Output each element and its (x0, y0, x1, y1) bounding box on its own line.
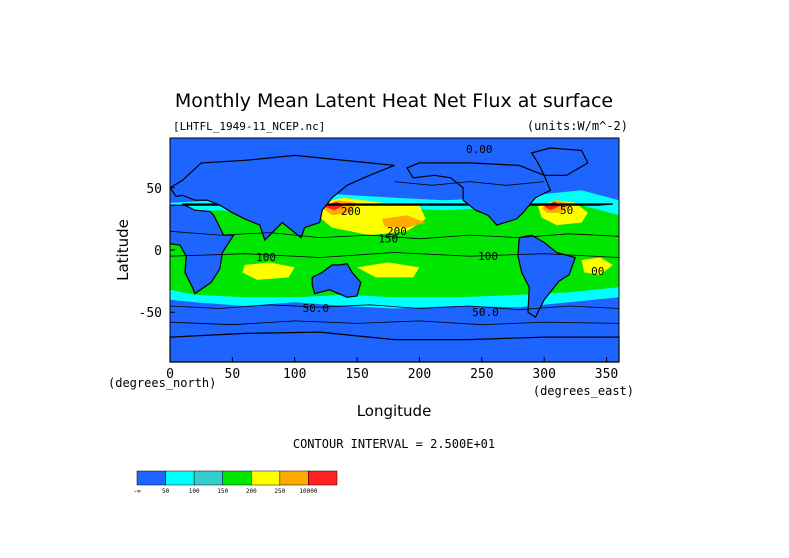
x-unit-label: (degrees_east) (533, 384, 634, 398)
contour-label: 150 (378, 233, 398, 246)
colorbar-tick-label: 50 (162, 488, 170, 495)
x-tick-label: 150 (345, 367, 368, 382)
contour-label: 100 (478, 250, 498, 263)
y-tick-label: 0 (154, 244, 162, 259)
y-tick-label: 50 (146, 182, 162, 197)
contour-label: 50.0 (303, 302, 330, 315)
contour-label: 100 (256, 251, 276, 264)
x-tick-label: 50 (225, 367, 241, 382)
contour-line (169, 230, 620, 240)
chart-title: Monthly Mean Latent Heat Net Flux at sur… (175, 90, 613, 112)
colorbar-swatch (279, 470, 309, 486)
colorbar: -∞ 50 100 150 200 250 10000 (133, 470, 338, 495)
colorbar-swatch (165, 470, 195, 486)
colorbar-swatch (222, 470, 252, 486)
x-tick-label: 200 (408, 367, 431, 382)
contour-line (169, 304, 620, 311)
units-label: (units:W/m^-2) (527, 119, 628, 133)
x-tick-label: 0 (166, 367, 174, 382)
colorbar-tick-label: -∞ (133, 488, 141, 495)
contour-label: 50.0 (472, 306, 499, 319)
colorbar-tick-label: 100 (189, 488, 200, 495)
colorbar-tick-label: 200 (246, 488, 257, 495)
contour-label: 50 (560, 204, 573, 217)
flux-map (169, 137, 620, 363)
y-unit-label: (degrees_north) (108, 376, 216, 390)
continent-australia (311, 263, 362, 298)
y-axis-label: Latitude (114, 219, 132, 281)
file-label: [LHTFL_1949-11_NCEP.nc] (173, 120, 325, 133)
continent-south-america (517, 234, 577, 319)
patch-south-atlantic (581, 257, 613, 275)
patch-south-pacific (357, 262, 420, 278)
contour-line (169, 252, 620, 258)
contour-label: 0.00 (466, 143, 493, 156)
colorbar-swatch (136, 470, 166, 486)
y-tick-label: -50 (139, 306, 162, 321)
x-tick-label: 100 (283, 367, 306, 382)
continent-greenland (530, 147, 589, 176)
contour-line (169, 320, 620, 326)
colorbar-swatch (308, 470, 338, 486)
contour-interval: CONTOUR INTERVAL = 2.500E+01 (293, 437, 495, 451)
x-tick-label: 300 (532, 367, 555, 382)
x-axis-label: Longitude (357, 402, 432, 420)
colorbar-tick-label: 150 (217, 488, 228, 495)
hotspot-central-pacific (382, 215, 426, 228)
x-tick-label: 350 (595, 367, 618, 382)
x-tick-label: 250 (470, 367, 493, 382)
continent-north-america (406, 162, 552, 226)
colorbar-tick-label: 10000 (299, 488, 317, 495)
contour-label: 200 (387, 225, 407, 238)
colorbar-tick-label: 250 (274, 488, 285, 495)
contour-label: 200 (341, 205, 361, 218)
contour-label: 00 (591, 265, 604, 278)
contour-line (394, 181, 545, 186)
patch-indian (242, 262, 295, 280)
colorbar-swatch (193, 470, 223, 486)
colorbar-swatch (251, 470, 281, 486)
